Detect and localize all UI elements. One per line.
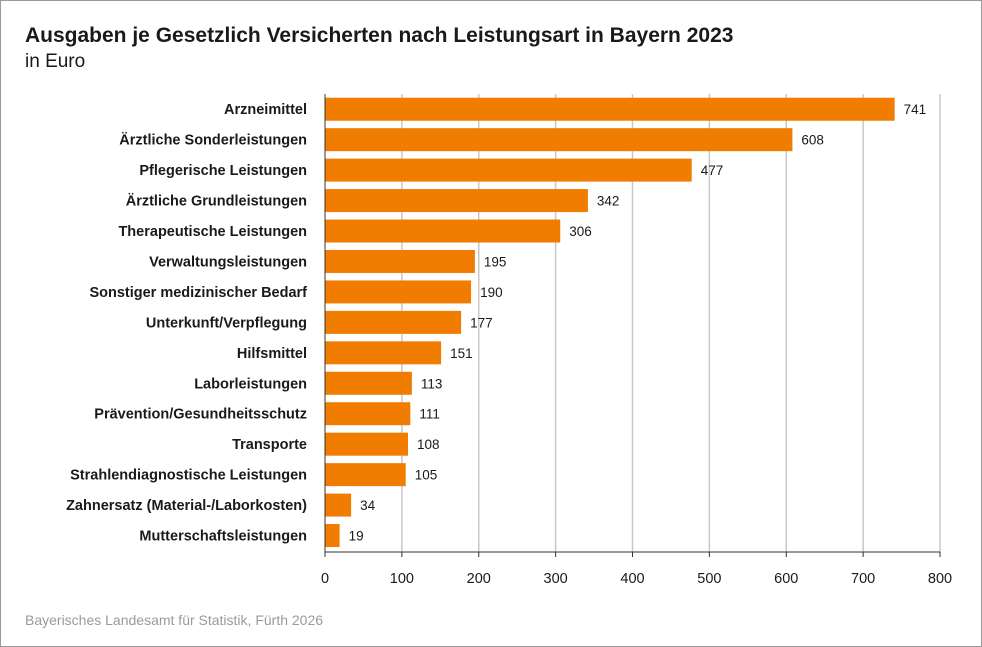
bar: [325, 128, 793, 152]
value-label: 113: [421, 376, 443, 391]
x-tick-label: 200: [467, 571, 491, 587]
bar: [325, 524, 340, 548]
category-label: Pflegerische Leistungen: [139, 163, 307, 179]
chart-title: Ausgaben je Gesetzlich Versicherten nach…: [25, 24, 734, 47]
value-label: 195: [484, 254, 507, 269]
bar: [325, 280, 472, 304]
category-label: Mutterschaftsleistungen: [139, 529, 307, 545]
value-label: 111: [419, 407, 440, 422]
bar: [325, 402, 411, 426]
category-label: Ärztliche Sonderleistungen: [119, 132, 307, 149]
category-label: Verwaltungsleistungen: [149, 254, 307, 270]
bar: [325, 97, 895, 121]
category-label: Therapeutische Leistungen: [118, 224, 307, 240]
category-label: Hilfsmittel: [237, 346, 307, 362]
category-label: Unterkunft/Verpflegung: [146, 315, 307, 331]
category-label: Arzneimittel: [224, 102, 307, 118]
x-tick-label: 400: [620, 571, 644, 587]
value-label: 19: [349, 529, 364, 544]
value-label: 108: [417, 437, 440, 452]
value-label: 477: [701, 163, 724, 178]
bar: [325, 189, 588, 213]
category-label: Transporte: [232, 437, 307, 453]
x-tick-label: 800: [928, 571, 952, 587]
value-label: 608: [801, 133, 824, 148]
value-label: 741: [904, 102, 927, 117]
category-label: Sonstiger medizinischer Bedarf: [89, 285, 307, 301]
x-tick-label: 700: [851, 571, 875, 587]
value-label: 190: [480, 285, 503, 300]
category-label: Ärztliche Grundleistungen: [126, 193, 307, 210]
x-tick-label: 500: [697, 571, 721, 587]
source-note: Bayerisches Landesamt für Statistik, Für…: [25, 612, 324, 628]
x-tick-label: 0: [321, 571, 329, 587]
value-label: 34: [360, 498, 376, 513]
category-label: Zahnersatz (Material-/Laborkosten): [66, 498, 307, 514]
value-label: 306: [569, 224, 592, 239]
value-label: 177: [470, 315, 493, 330]
value-label: 105: [415, 468, 438, 483]
bar: [325, 463, 406, 487]
value-label: 151: [450, 346, 473, 361]
bar: [325, 249, 475, 273]
bar: [325, 219, 561, 243]
x-tick-label: 100: [390, 571, 414, 587]
x-tick-label: 300: [544, 571, 568, 587]
x-tick-label: 600: [774, 571, 798, 587]
bar: [325, 158, 692, 182]
value-label: 342: [597, 194, 620, 209]
bar: [325, 432, 409, 456]
chart-subtitle: in Euro: [25, 51, 86, 72]
bar: [325, 341, 442, 365]
category-label: Strahlendiagnostische Leistungen: [70, 468, 307, 484]
bar: [325, 493, 352, 517]
bar: [325, 371, 412, 395]
category-label: Prävention/Gesundheitsschutz: [94, 407, 307, 423]
bar: [325, 310, 462, 334]
category-label: Laborleistungen: [194, 376, 307, 392]
